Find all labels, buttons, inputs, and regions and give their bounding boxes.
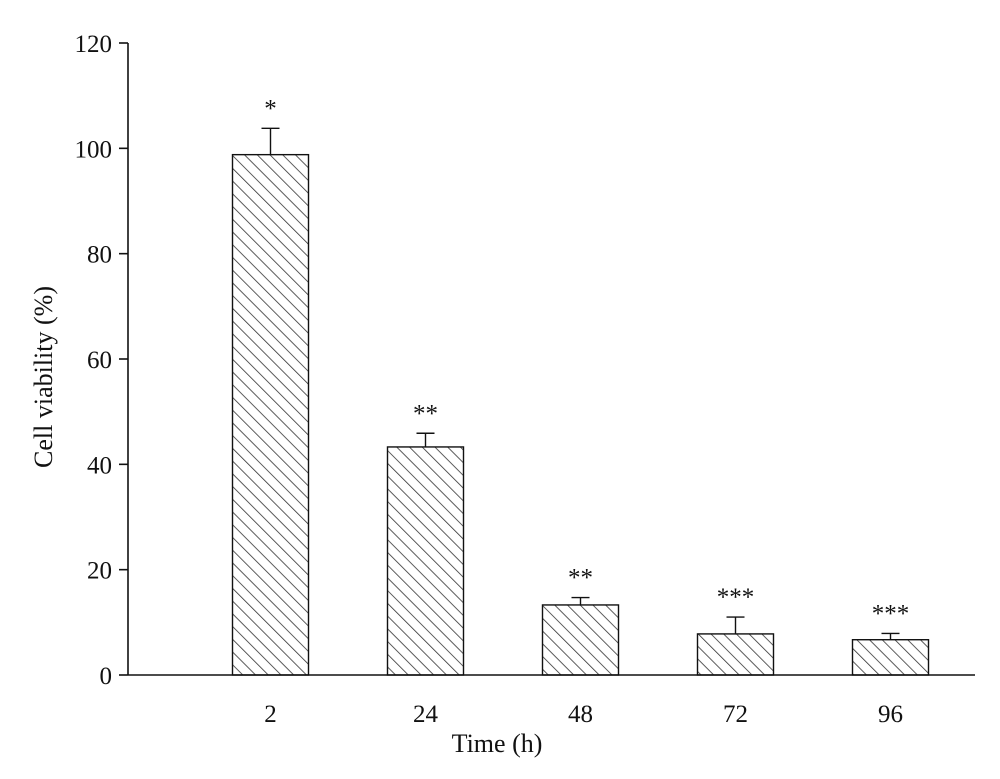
significance-labels-layer: *********** [264,95,909,627]
y-tick-label-100: 100 [75,136,113,163]
x-tick-label-72: 72 [723,701,748,728]
x-tick-label-96: 96 [878,701,903,728]
significance-label-24: ** [413,400,438,427]
x-axis-title: Time (h) [452,729,543,758]
y-axis-title: Cell viability (%) [29,286,58,468]
y-tick-label-120: 120 [75,31,113,58]
y-tick-label-80: 80 [87,242,112,269]
significance-label-96: *** [872,600,910,627]
bar-2 [231,153,310,676]
y-tick-label-0: 0 [100,663,113,690]
bar-24 [386,446,465,676]
ticks-layer: 2 24 48 72 96 0 20 40 60 80 100 120 [75,31,904,728]
significance-label-72: *** [717,584,755,611]
x-tick-label-48: 48 [568,701,593,728]
x-tick-label-2: 2 [264,701,277,728]
y-tick-label-40: 40 [87,452,112,479]
significance-label-48: ** [568,565,593,592]
bar-96 [851,639,930,676]
y-tick-label-60: 60 [87,347,112,374]
x-tick-label-24: 24 [413,701,439,728]
bar-72 [696,633,775,676]
error-bars-layer [261,127,900,640]
y-tick-label-20: 20 [87,558,112,585]
bar-48 [541,604,620,676]
significance-label-2: * [264,95,277,122]
